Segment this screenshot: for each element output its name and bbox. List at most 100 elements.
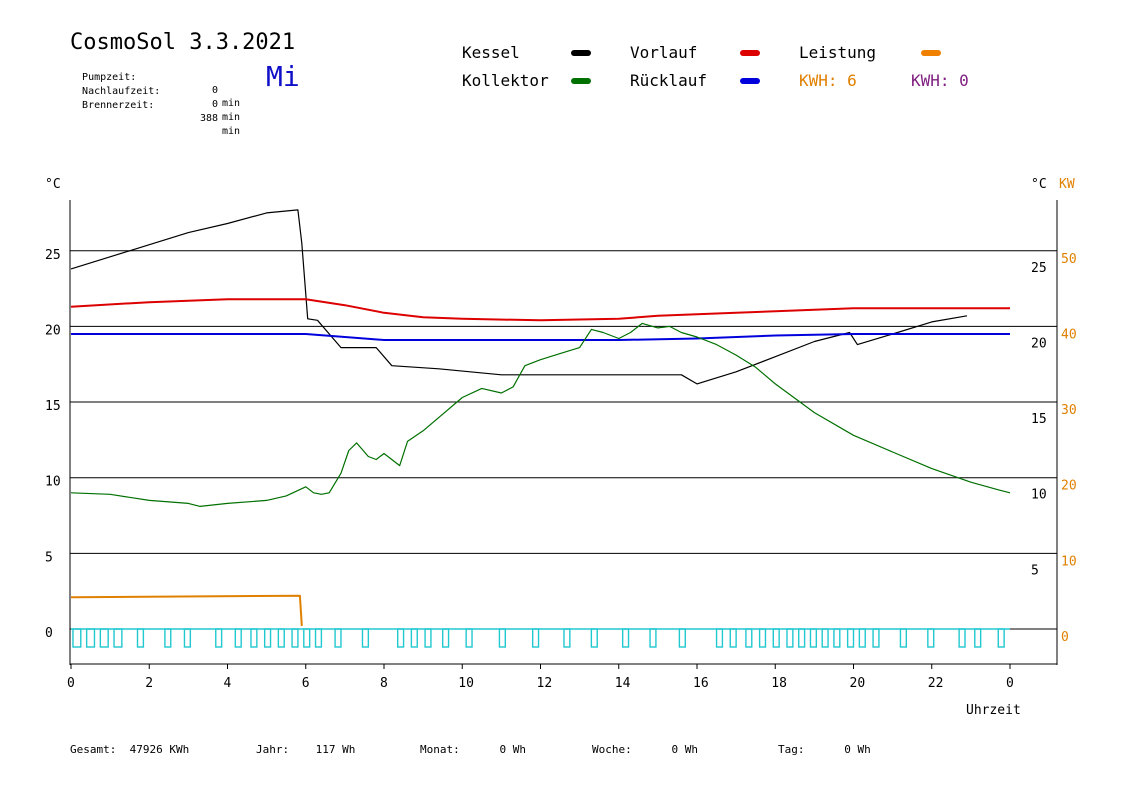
legend-kollektor-label: Kollektor: [462, 71, 549, 90]
y-tick-left: 10: [45, 475, 61, 490]
info-row-brennerzeit: Brennerzeit: 388 min: [70, 86, 240, 138]
info-row-nachlaufzeit: Nachlaufzeit: 0 min: [70, 72, 240, 124]
info-value: 0: [211, 99, 218, 110]
pump-pulse: [291, 628, 299, 648]
pump-pulse: [729, 628, 737, 648]
y-tick-left: 5: [45, 550, 53, 565]
pump-pulse: [997, 628, 1005, 648]
pump-pulse: [974, 628, 982, 648]
y-tick-kw: 50: [1061, 252, 1077, 267]
x-tick-label: 10: [458, 676, 474, 691]
info-label: Brennerzeit:: [82, 100, 155, 111]
series-leistung: [71, 594, 303, 627]
legend-leistung-swatch: [921, 50, 941, 56]
y-tick-kw: 40: [1061, 327, 1077, 342]
x-tick-label: 4: [224, 676, 232, 691]
pump-pulse: [136, 628, 145, 648]
footer-tag: Tag: 0 Wh: [778, 743, 871, 756]
pump-pulse: [85, 628, 96, 648]
footer-jahr: Jahr: 117 Wh: [256, 743, 356, 756]
info-row-pumpzeit: Pumpzeit: 0 min: [70, 58, 240, 110]
pump-pulse: [99, 628, 109, 648]
pump-pulse: [858, 628, 866, 648]
y-tick-right: 25: [1031, 261, 1047, 276]
x-tick-label: 2: [145, 676, 153, 691]
pump-pulse: [621, 628, 630, 648]
pump-pulse: [786, 628, 794, 648]
info-unit: min: [222, 98, 241, 109]
pump-pulse: [899, 628, 908, 648]
pump-pulse: [958, 628, 966, 648]
legend-kessel-swatch: [571, 50, 591, 56]
footer-monat: Monat: 0 Wh: [420, 743, 526, 756]
info-value: 0: [211, 85, 218, 96]
weekday-label: Mi: [266, 60, 300, 93]
legend-vorlauf-swatch: [740, 50, 760, 56]
x-tick-label: 6: [302, 676, 310, 691]
pump-pulse: [303, 628, 311, 648]
pump-pulse: [772, 628, 780, 648]
pump-pulse: [164, 628, 172, 648]
y-axis-unit-left: °C: [45, 177, 61, 192]
x-tick-label: 14: [615, 676, 631, 691]
x-tick-label: 0: [1006, 676, 1014, 691]
y-tick-left: 0: [45, 626, 53, 641]
pump-pulse: [531, 628, 540, 648]
pump-pulse: [678, 628, 686, 648]
pump-pulse: [590, 628, 598, 648]
pump-pulse: [424, 628, 432, 648]
info-unit: min: [222, 112, 241, 123]
x-tick-label: 16: [693, 676, 709, 691]
pump-pulse: [250, 628, 258, 648]
pump-pulse: [649, 628, 657, 648]
pump-pulse: [314, 628, 323, 648]
pump-pulse: [234, 628, 242, 648]
pump-pulse: [263, 628, 272, 648]
pump-pulse: [809, 628, 818, 648]
pump-pulse: [563, 628, 571, 648]
legend-vorlauf-label: Vorlauf: [630, 43, 698, 62]
series-ruecklauf: [71, 333, 1010, 341]
pump-pulse: [927, 628, 935, 648]
y-tick-right: 20: [1031, 336, 1047, 351]
x-axis-label: Uhrzeit: [966, 703, 1021, 718]
legend-ruecklauf-label: Rücklauf: [630, 71, 708, 90]
pump-pulse: [441, 628, 450, 648]
y-tick-kw: 0: [1061, 630, 1069, 645]
legend-kwh-other: KWH: 0: [911, 71, 969, 90]
y-tick-left: 15: [45, 399, 61, 414]
x-tick-label: 22: [928, 676, 944, 691]
x-tick-label: 20: [850, 676, 866, 691]
pump-pulse: [833, 628, 841, 648]
pump-pulse: [498, 628, 506, 648]
y-tick-kw: 30: [1061, 403, 1077, 418]
series-vorlauf: [70, 298, 1010, 322]
pump-pulse: [465, 628, 473, 648]
y-tick-left: 25: [45, 248, 61, 263]
pump-pulse: [215, 628, 223, 648]
x-tick-label: 8: [380, 676, 388, 691]
legend-kwh-solar: KWH: 6: [799, 71, 857, 90]
legend-ruecklauf-swatch: [740, 78, 760, 84]
legend-kollektor-swatch: [571, 78, 591, 84]
pump-pulses: [71, 628, 1010, 648]
y-tick-right: 5: [1031, 563, 1039, 578]
pump-pulse: [846, 628, 855, 648]
pump-pulse: [183, 628, 192, 648]
y-tick-kw: 20: [1061, 479, 1077, 494]
pump-pulse: [277, 628, 285, 648]
pump-pulse: [872, 628, 880, 648]
pump-pulse: [113, 628, 123, 648]
y-tick-kw: 10: [1061, 554, 1077, 569]
x-tick-label: 0: [67, 676, 75, 691]
pump-pulse: [396, 628, 405, 648]
y-tick-left: 20: [45, 323, 61, 338]
pump-pulse: [745, 628, 753, 648]
footer-gesamt: Gesamt: 47926 KWh: [70, 743, 190, 756]
pump-pulse: [821, 628, 829, 648]
y-tick-right: 15: [1031, 412, 1047, 427]
pump-pulse: [410, 628, 418, 648]
series-kollektor: [70, 322, 1011, 507]
info-unit: min: [222, 126, 241, 137]
